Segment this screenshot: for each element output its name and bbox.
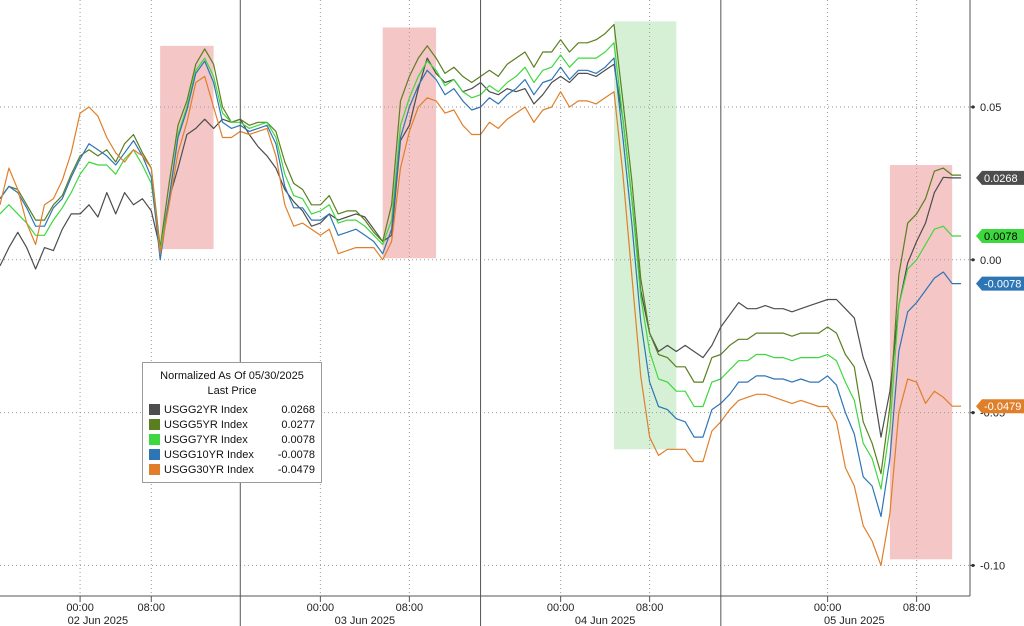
x-hour-label-7: 00:00 [814,602,842,614]
x-day-label-4: 05 Jun 2025 [824,615,885,626]
y-tick-dot-3 [971,411,975,415]
last-price-tag-3 [976,228,1024,243]
x-hour-label-4: 08:00 [396,602,424,614]
gridlines [0,0,970,596]
legend-series-name: USGG5YR Index [164,418,248,431]
legend-row: USGG5YR Index 0.0277 [149,417,315,432]
legend-series-name: USGG10YR Index [164,448,254,461]
x-hour-label-8: 08:00 [903,602,931,614]
x-day-label-3: 04 Jun 2025 [575,615,636,626]
shaded-region-3 [614,21,677,450]
axes [0,0,975,626]
x-hour-label-2: 08:00 [138,602,166,614]
legend-rows: USGG2YR Index 0.0268 USGG5YR Index 0.0277 US… [143,399,321,482]
legend-row: USGG2YR Index 0.0268 [149,402,315,417]
legend-row: USGG30YR Index -0.0479 [149,462,315,477]
last-price-tag-4 [976,276,1024,291]
legend-series-value: 0.0277 [281,418,315,431]
last-price-tag-1 [976,170,1024,185]
legend-series-name: USGG7YR Index [164,433,248,446]
last-price-tag-label-5: -0.0479 [984,401,1021,413]
x-day-label-1: 02 Jun 2025 [68,615,129,626]
shaded-region-1 [160,45,214,250]
y-tick-dot-2 [971,258,975,262]
x-day-label-2: 03 Jun 2025 [335,615,396,626]
legend-swatch [149,419,160,430]
y-tick-label-1: 0.05 [980,102,1001,114]
legend-swatch [149,404,160,415]
legend-series-name: USGG30YR Index [164,463,254,476]
legend-series-value: -0.0078 [277,448,315,461]
last-price-tag-label-4: -0.0078 [984,279,1021,291]
legend-series-value: 0.0268 [281,403,315,416]
legend-series-value: 0.0078 [281,433,315,446]
x-axis-labels: 00:00 08:00 00:00 08:00 00:00 08:00 00:00 08:00… [66,602,930,626]
y-tick-dot-1 [971,105,975,109]
legend-swatch [149,464,160,475]
legend: Normalized As Of 05/30/2025 Last Price U… [142,362,322,483]
y-axis-labels: 0.050.00-0.05-0.10 [980,102,1005,572]
legend-subtitle: Last Price [207,385,257,397]
legend-row: USGG10YR Index -0.0078 [149,447,315,462]
x-hour-label-5: 00:00 [547,602,575,614]
y-tick-label-2: 0.00 [980,255,1001,267]
last-price-tag-label-3: 0.0078 [984,231,1018,243]
y-tick-dot-4 [971,563,975,568]
shaded-region-4 [889,165,953,560]
last-price-tags: 0.0268 0.0078 -0.0078 -0.0479 [976,170,1024,414]
legend-swatch [149,449,160,460]
legend-header: Normalized As Of 05/30/2025 Last Price [143,363,321,399]
shaded-regions [160,21,953,560]
legend-series-name: USGG2YR Index [164,403,248,416]
x-hour-label-3: 00:00 [307,602,335,614]
y-tick-label-4: -0.10 [980,560,1005,572]
last-price-tag-5 [976,399,1024,414]
legend-swatch [149,434,160,445]
legend-row: USGG7YR Index 0.0078 [149,432,315,447]
x-hour-label-1: 00:00 [66,602,94,614]
x-hour-label-6: 08:00 [636,602,664,614]
last-price-tag-label-1: 0.0268 [984,173,1018,185]
legend-title: Normalized As Of 05/30/2025 [160,370,304,382]
legend-series-value: -0.0479 [277,463,315,476]
